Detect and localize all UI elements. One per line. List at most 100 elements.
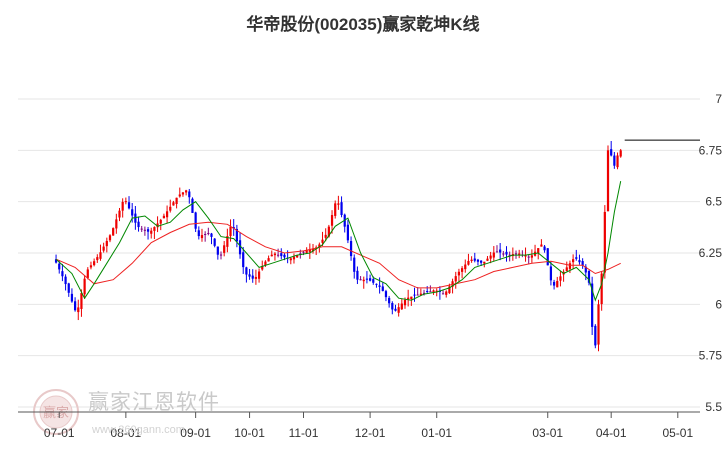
candle-body (514, 253, 518, 255)
candle-body (289, 258, 292, 261)
candle-body (559, 276, 562, 281)
candle-body (400, 303, 403, 310)
candle-body (175, 197, 178, 205)
candle-body (235, 228, 238, 242)
candle-body (426, 290, 429, 293)
candle-body (499, 249, 502, 253)
candle-body (518, 253, 521, 256)
candle-body (242, 252, 245, 268)
candle-body (61, 271, 64, 277)
candle-body (257, 271, 261, 279)
x-tick-label: 01-01 (421, 426, 452, 440)
candle-body (476, 259, 480, 262)
candle-body (146, 229, 150, 232)
candle-body (188, 191, 191, 198)
candle-body (410, 296, 413, 300)
candle-body (93, 261, 96, 266)
y-tick-label: 6.5 (705, 195, 722, 209)
candle-body (397, 307, 400, 313)
moving-averages (55, 180, 622, 302)
candle-body (311, 248, 315, 252)
y-tick-label: 6 (715, 297, 722, 311)
candle-body (261, 266, 264, 270)
candle-body (118, 210, 121, 218)
candle-body (137, 221, 140, 228)
y-tick-label: 6.75 (699, 143, 723, 157)
candle-body (254, 276, 258, 279)
candle-body (368, 278, 372, 281)
candle-body (349, 241, 353, 257)
candle-body (194, 212, 197, 229)
candle-body (112, 228, 115, 236)
candle-body (508, 254, 511, 256)
candle-body (219, 254, 223, 256)
y-tick-label: 6.25 (699, 246, 723, 260)
candle-body (77, 307, 80, 313)
candle-body (464, 264, 467, 270)
candle-body (108, 235, 112, 241)
candle-body (102, 246, 105, 251)
candle-body (245, 267, 248, 275)
x-tick-label: 12-01 (355, 426, 386, 440)
candle-body (226, 236, 229, 247)
candle-body (140, 228, 143, 230)
grid-lines (18, 98, 700, 408)
candle-body (153, 227, 156, 231)
candle-body (165, 211, 169, 218)
candle-body (353, 257, 356, 272)
candle-body (422, 292, 426, 294)
candle-body (330, 215, 334, 226)
candle-body (86, 269, 89, 278)
candle-body (489, 255, 492, 259)
candles (54, 141, 622, 352)
candle-body (346, 224, 350, 241)
candle-body (391, 303, 394, 310)
candle-body (181, 192, 185, 195)
candle-body (89, 265, 93, 268)
candle-body (587, 270, 591, 283)
candle-body (565, 267, 568, 272)
candle-body (530, 255, 533, 258)
candle-body (486, 258, 489, 261)
candle-body (131, 209, 134, 216)
candle-body (575, 257, 578, 259)
candle-body (334, 203, 337, 216)
candle-body (610, 149, 613, 156)
candle-body (134, 213, 137, 223)
candle-body (197, 230, 200, 237)
chart-title: 华帝股份(002035)赢家乾坤K线 (246, 15, 480, 34)
candle-body (340, 202, 343, 216)
y-tick-label: 5.5 (705, 400, 722, 414)
candle-body (416, 294, 419, 296)
candle-body (556, 280, 559, 288)
candle-body (191, 198, 194, 213)
candle-body (267, 258, 270, 262)
x-tick-label: 05-01 (662, 426, 693, 440)
candle-body (143, 229, 146, 231)
candle-body (178, 194, 181, 197)
candle-body (213, 238, 216, 246)
candle-body (492, 252, 495, 258)
candle-body (296, 255, 299, 258)
candle-body (356, 270, 359, 280)
candle-body (156, 223, 159, 228)
candle-body (365, 278, 369, 280)
candle-body (613, 155, 616, 166)
candle-body (99, 252, 102, 259)
candle-body (162, 215, 166, 219)
y-tick-label: 7 (715, 92, 722, 106)
candle-body (273, 253, 277, 256)
watermark-url: www.360gann.com (92, 424, 185, 436)
candle-body (70, 293, 74, 302)
candle-body (302, 251, 305, 253)
candle-body (578, 260, 581, 263)
candle-body (292, 256, 296, 260)
x-tick-label: 07-01 (44, 426, 75, 440)
candle-body (591, 283, 594, 327)
candle-body (606, 150, 610, 212)
candle-body (150, 230, 153, 234)
candle-body (337, 203, 340, 205)
candle-body (299, 253, 302, 255)
candle-body (435, 290, 438, 293)
candle-body (359, 279, 362, 281)
